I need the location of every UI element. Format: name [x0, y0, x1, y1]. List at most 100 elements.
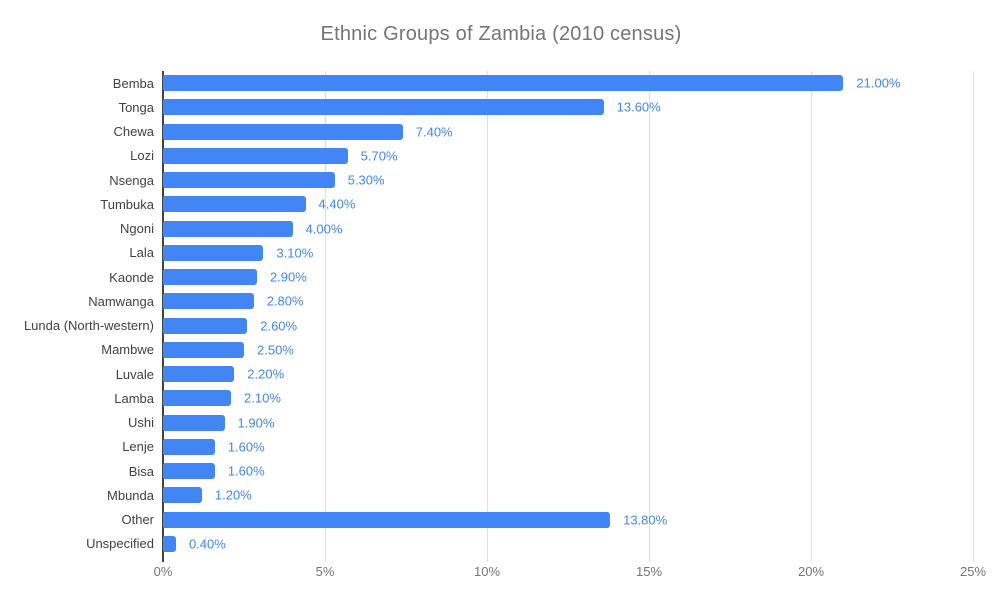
bar-tonga[interactable] — [163, 99, 604, 116]
chart-row: Lamba 2.10% — [0, 386, 973, 410]
chart-row: Nsenga 5.30% — [0, 168, 973, 192]
value-label: 13.60% — [616, 99, 661, 115]
chart-row: Ushi 1.90% — [0, 411, 973, 435]
chart-row: Lenje 1.60% — [0, 435, 973, 459]
chart-row: Namwanga 2.80% — [0, 289, 973, 313]
category-label: Tumbuka — [100, 196, 154, 212]
category-label: Namwanga — [88, 293, 154, 309]
bar-lunda-north-western[interactable] — [163, 317, 248, 334]
bar-mambwe[interactable] — [163, 341, 244, 358]
value-label: 2.90% — [269, 269, 307, 285]
x-tick-label: 25% — [959, 564, 987, 579]
gridline — [325, 71, 326, 562]
value-label: 5.70% — [360, 148, 398, 164]
category-label: Lamba — [114, 390, 154, 406]
value-label: 2.50% — [257, 342, 294, 358]
bar-track: 4.00% — [163, 217, 973, 241]
chart-row: Tumbuka 4.40% — [0, 192, 973, 216]
value-label: 2.10% — [244, 390, 281, 406]
value-label: 1.60% — [227, 439, 265, 455]
x-tick-label: 5% — [315, 564, 335, 579]
bar-track: 13.60% — [163, 95, 973, 119]
category-label: Lala — [129, 245, 154, 261]
bar-kaonde[interactable] — [163, 269, 257, 286]
chart-row: Bisa 1.60% — [0, 459, 973, 483]
bar-bemba[interactable] — [163, 75, 844, 92]
gridline — [649, 71, 650, 562]
chart-row: Tonga 13.60% — [0, 95, 973, 119]
x-tick-label: 15% — [635, 564, 663, 579]
category-label: Lenje — [122, 439, 154, 455]
bar-unspecified[interactable] — [163, 535, 176, 552]
bar-track: 0.40% — [163, 532, 973, 556]
bar-bisa[interactable] — [163, 463, 215, 480]
gridline — [973, 71, 974, 562]
bar-lala[interactable] — [163, 244, 264, 261]
chart-row: Chewa 7.40% — [0, 120, 973, 144]
value-label: 0.40% — [188, 536, 226, 552]
bar-track: 2.50% — [163, 338, 973, 362]
category-label: Ushi — [127, 415, 154, 431]
category-label: Chewa — [113, 124, 154, 140]
bar-namwanga[interactable] — [163, 293, 254, 310]
bar-chewa[interactable] — [163, 123, 403, 140]
category-label: Bemba — [112, 75, 154, 91]
bar-nsenga[interactable] — [163, 172, 335, 189]
value-label: 1.20% — [214, 487, 252, 503]
category-label: Mbunda — [107, 487, 154, 503]
value-label: 2.80% — [266, 293, 304, 309]
bar-track: 7.40% — [163, 120, 973, 144]
bar-lamba[interactable] — [163, 390, 232, 407]
bar-track: 2.80% — [163, 289, 973, 313]
chart-title: Ethnic Groups of Zambia (2010 census) — [320, 23, 682, 45]
bar-track: 2.90% — [163, 265, 973, 289]
bar-lenje[interactable] — [163, 438, 215, 455]
category-label: Lozi — [130, 148, 154, 164]
bar-other[interactable] — [163, 511, 611, 528]
bar-ushi[interactable] — [163, 414, 225, 431]
chart-row: Kaonde 2.90% — [0, 265, 973, 289]
bar-track: 1.20% — [163, 483, 973, 507]
value-label: 4.40% — [318, 196, 356, 212]
value-label: 1.60% — [227, 463, 265, 479]
chart-row: Lozi 5.70% — [0, 144, 973, 168]
value-label: 1.90% — [237, 415, 275, 431]
bar-tumbuka[interactable] — [163, 196, 306, 213]
bar-ngoni[interactable] — [163, 220, 293, 237]
bar-track: 3.10% — [163, 241, 973, 265]
chart-row: Luvale 2.20% — [0, 362, 973, 386]
category-label: Lunda (North-western) — [23, 318, 154, 334]
gridline — [811, 71, 812, 562]
category-label: Ngoni — [120, 221, 154, 237]
x-tick-label: 20% — [797, 564, 825, 579]
bar-lozi[interactable] — [163, 147, 348, 164]
bar-mbunda[interactable] — [163, 487, 202, 504]
chart-row: Other 13.80% — [0, 508, 973, 532]
x-tick-label: 10% — [473, 564, 501, 579]
x-axis: 0% 5% 10% 15% 20% 25% — [154, 564, 986, 584]
x-tick-label: 0% — [153, 564, 173, 579]
chart-rows: Bemba 21.00% Tonga 13.60% Chewa 7.40% Lozi 5.70… — [0, 71, 973, 556]
category-label: Unspecified — [86, 536, 154, 552]
y-axis-line — [162, 71, 164, 562]
bar-track: 5.70% — [163, 144, 973, 168]
category-label: Luvale — [115, 366, 154, 382]
bar-luvale[interactable] — [163, 366, 235, 383]
value-label: 3.10% — [276, 245, 314, 261]
value-label: 4.00% — [305, 221, 343, 237]
bar-track: 2.10% — [163, 386, 973, 410]
chart-row: Mambwe 2.50% — [0, 338, 973, 362]
bar-track: 5.30% — [163, 168, 973, 192]
chart-row: Mbunda 1.20% — [0, 483, 973, 507]
category-label: Nsenga — [109, 172, 154, 188]
gridline — [487, 71, 488, 562]
chart-row: Ngoni 4.00% — [0, 217, 973, 241]
category-label: Bisa — [128, 463, 154, 479]
bar-track: 1.60% — [163, 435, 973, 459]
value-label: 2.20% — [247, 366, 285, 382]
bar-track: 2.60% — [163, 314, 973, 338]
bar-track: 1.60% — [163, 459, 973, 483]
bar-track: 2.20% — [163, 362, 973, 386]
plot-grid — [162, 71, 974, 562]
